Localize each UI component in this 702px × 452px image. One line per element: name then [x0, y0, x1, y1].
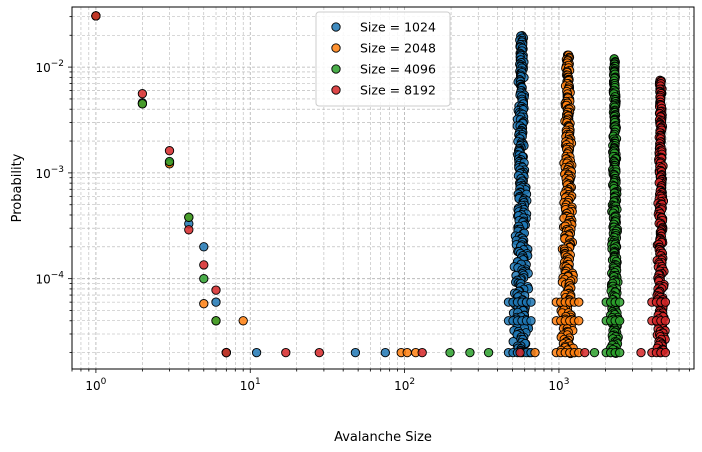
data-point — [615, 347, 625, 358]
legend-label-2048: Size = 2048 — [360, 41, 436, 56]
x-axis-label: Avalanche Size — [334, 430, 432, 445]
data-point — [211, 297, 221, 307]
series-4 — [91, 11, 671, 358]
data-point — [660, 297, 671, 307]
legend-label-8192: Size = 8192 — [360, 83, 436, 98]
data-point — [199, 260, 209, 270]
data-point — [281, 347, 291, 358]
data-point — [314, 347, 324, 358]
data-point — [91, 11, 101, 21]
x-tick-label: 100 — [85, 377, 106, 393]
y-tick-label: 10−3 — [35, 165, 64, 181]
data-point — [465, 347, 475, 358]
data-point — [137, 99, 148, 109]
data-point — [199, 242, 209, 252]
data-point — [574, 316, 584, 326]
legend-marker-4096 — [331, 64, 341, 74]
data-point — [589, 347, 600, 358]
data-point — [164, 146, 175, 156]
legend-marker-1024 — [331, 22, 341, 32]
data-point — [350, 347, 361, 358]
data-point — [636, 347, 646, 358]
x-tick-label: 103 — [548, 377, 569, 393]
data-point — [574, 297, 584, 307]
legend-marker-2048 — [331, 43, 341, 53]
data-point — [660, 347, 671, 358]
data-point — [615, 316, 625, 326]
data-point — [615, 297, 625, 307]
data-point — [515, 347, 525, 358]
data-point — [445, 347, 455, 358]
axis-ticks: 100 101 102 103 10−4 10−3 10−2 — [35, 16, 690, 393]
data-point — [199, 274, 209, 284]
data-point — [199, 299, 209, 309]
series-1 — [91, 11, 536, 358]
data-point — [526, 297, 536, 307]
x-tick-label: 101 — [240, 377, 261, 393]
data-point — [137, 89, 148, 99]
data-point — [184, 212, 194, 222]
data-point — [380, 347, 390, 358]
x-tick-label: 102 — [394, 377, 415, 393]
data-point — [251, 347, 262, 358]
data-point — [417, 347, 427, 358]
data-point — [402, 347, 412, 358]
legend-marker-8192 — [331, 85, 341, 95]
data-point — [211, 285, 221, 295]
data-point — [580, 347, 590, 358]
legend-box — [315, 11, 451, 107]
data-point — [238, 316, 248, 326]
series-2 — [91, 11, 584, 359]
data-point — [211, 316, 221, 326]
legend-label-4096: Size = 4096 — [360, 62, 436, 77]
data-point — [660, 316, 671, 326]
legend: Size = 1024 Size = 2048 Size = 4096 Size… — [315, 11, 451, 107]
data-point — [184, 225, 194, 235]
data-point — [164, 156, 175, 167]
data-point — [530, 347, 540, 358]
data-point — [526, 316, 536, 326]
plot-points — [91, 11, 671, 359]
y-tick-label: 10−4 — [35, 271, 64, 287]
data-point — [483, 347, 494, 358]
y-tick-label: 10−2 — [35, 59, 64, 75]
plot-frame — [71, 6, 695, 370]
series-3 — [91, 11, 625, 358]
legend-label-1024: Size = 1024 — [360, 20, 436, 35]
data-point — [221, 347, 231, 358]
y-axis-label: Probability — [10, 153, 25, 222]
